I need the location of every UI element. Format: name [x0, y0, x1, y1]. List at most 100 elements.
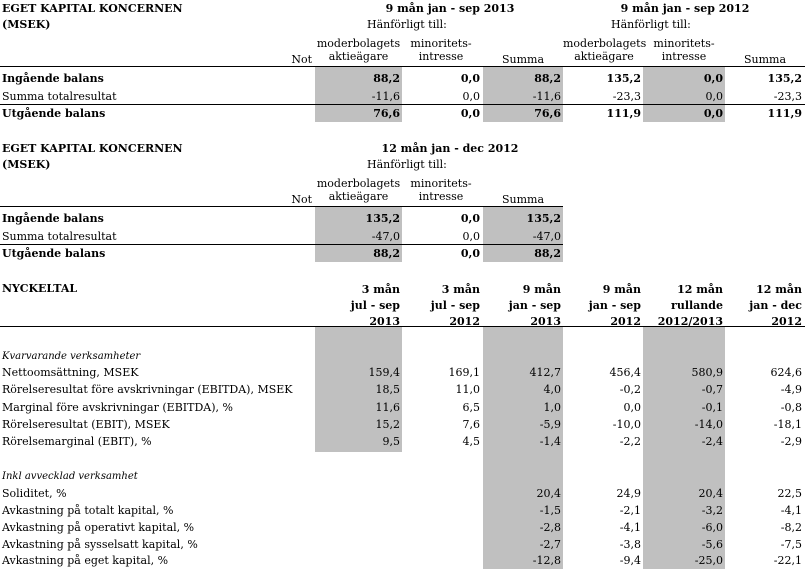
t1-cell: 135,2 [767, 72, 802, 85]
t3-row-label: Soliditet, % [2, 487, 67, 500]
t1-title: EGET KAPITAL KONCERNEN [2, 2, 183, 15]
t1-col-parent-2013: moderbolagets aktieägare [316, 37, 401, 63]
t3-cell: -2,8 [539, 521, 561, 534]
t1-cell: 0,0 [703, 107, 723, 120]
t1-period-2012: 9 mån jan - sep 2012 [620, 2, 750, 15]
t3-col-header: 3 mån jul - sep 2012 [430, 283, 480, 328]
t2-shade-sum [483, 207, 563, 262]
t1-col-not: Not [291, 53, 312, 66]
t3-row-label: Rörelsemarginal (EBIT), % [2, 435, 152, 448]
t3-cell: -6,0 [701, 521, 723, 534]
t3-col-header: 12 mån jan - dec 2012 [749, 283, 802, 328]
t1-cell: 88,2 [534, 72, 561, 85]
t3-cell: -9,4 [619, 554, 641, 567]
t3-cell: -5,6 [701, 538, 723, 551]
t2-cell: 135,2 [526, 212, 561, 225]
t3-cell: -12,8 [532, 554, 561, 567]
t1-row-label: Summa totalresultat [2, 90, 117, 103]
t2-cell: 88,2 [373, 247, 400, 260]
t1-row-label: Ingående balans [2, 72, 104, 85]
t3-cell: 20,4 [536, 487, 562, 500]
t3-cell: -0,8 [780, 401, 802, 414]
t1-col-sum-2013: Summa [501, 53, 545, 66]
t1-cell: 0,0 [705, 90, 724, 103]
t3-cell: -7,5 [780, 538, 802, 551]
t3-shade-col1 [315, 326, 402, 452]
t3-cell: -1,4 [539, 435, 561, 448]
t1-cell: 76,6 [373, 107, 400, 120]
t2-total-rule [0, 244, 563, 245]
t3-cell: 15,2 [375, 418, 401, 431]
t2-unit: (MSEK) [2, 158, 51, 171]
t3-row-label: Avkastning på operativt kapital, % [2, 521, 195, 534]
t3-cell: 169,1 [448, 366, 481, 379]
t2-col-minority: minoritets-intresse [410, 177, 472, 203]
t3-cell: -2,1 [619, 504, 641, 517]
t3-cell: -0,2 [619, 383, 641, 396]
t3-cell: 11,6 [375, 401, 401, 414]
t3-cell: -2,7 [539, 538, 561, 551]
t3-row-label: Marginal före avskrivningar (EBITDA), % [2, 401, 233, 414]
t3-row-label: Avkastning på sysselsatt kapital, % [2, 538, 198, 551]
t3-cell: -22,1 [773, 554, 802, 567]
t3-row-label: Avkastning på eget kapital, % [2, 554, 169, 567]
t1-cell: 135,2 [606, 72, 641, 85]
t3-cell: 22,5 [777, 487, 803, 500]
t1-cell: -23,3 [612, 90, 641, 103]
t3-cell: 4,5 [462, 435, 481, 448]
t1-cell: -11,6 [532, 90, 561, 103]
t3-cell: -18,1 [773, 418, 802, 431]
t1-header-rule [0, 66, 805, 67]
t3-cell: -2,4 [701, 435, 723, 448]
t3-cell: -14,0 [694, 418, 723, 431]
t1-cell: 111,9 [606, 107, 641, 120]
t3-col-header: 9 mån jan - sep 2012 [588, 283, 641, 328]
t1-shade-sum-2013 [483, 67, 563, 122]
t3-cell: 0,0 [623, 401, 642, 414]
t1-shade-minority-2012 [643, 67, 725, 122]
t1-cell: -23,3 [773, 90, 802, 103]
t1-col-parent-2012: moderbolagets aktieägare [563, 37, 647, 63]
t3-cell: 159,4 [368, 366, 401, 379]
t1-cell: -11,6 [371, 90, 400, 103]
t2-col-sum: Summa [501, 193, 545, 206]
t3-cell: -4,1 [619, 521, 641, 534]
t2-row-label: Utgående balans [2, 247, 106, 260]
t2-cell: 0,0 [460, 247, 480, 260]
t1-col-minority-2013: minoritets-intresse [410, 37, 472, 63]
t2-row-label: Summa totalresultat [2, 230, 117, 243]
t3-cell: 456,4 [609, 366, 642, 379]
t2-cell: 0,0 [462, 230, 481, 243]
t3-cell: -3,2 [701, 504, 723, 517]
t3-row-label: Avkastning på totalt kapital, % [2, 504, 174, 517]
t3-cell: 18,5 [375, 383, 401, 396]
t2-cell: 135,2 [365, 212, 400, 225]
t2-title: EGET KAPITAL KONCERNEN [2, 142, 183, 155]
t2-attrib: Hänförligt till: [367, 158, 447, 171]
t1-cell: 111,9 [767, 107, 802, 120]
t3-col-header: 12 mån rullande 2012/2013 [657, 283, 723, 328]
t3-col-header: 9 mån jan - sep 2013 [508, 283, 561, 328]
t3-section-continuing: Kvarvarande verksamheter [2, 351, 141, 362]
t2-row-label: Ingående balans [2, 212, 104, 225]
t1-period-2013: 9 mån jan - sep 2013 [385, 2, 515, 15]
t2-cell: 0,0 [460, 212, 480, 225]
t1-unit: (MSEK) [2, 18, 51, 31]
t3-shade-col3 [483, 326, 563, 569]
t3-cell: 580,9 [691, 366, 724, 379]
t3-cell: 7,6 [462, 418, 481, 431]
t1-total-rule [0, 104, 805, 105]
t3-cell: -5,9 [539, 418, 561, 431]
t2-header-rule [0, 206, 563, 207]
t3-cell: -25,0 [694, 554, 723, 567]
t3-cell: -4,9 [780, 383, 802, 396]
t3-section-incl-discontinued: Inkl avvecklad verksamhet [2, 471, 138, 482]
t2-cell: 88,2 [534, 247, 561, 260]
t3-row-label: Nettoomsättning, MSEK [2, 366, 139, 379]
t3-cell: 9,5 [382, 435, 401, 448]
t3-shade-col5 [643, 326, 725, 569]
t2-cell: -47,0 [371, 230, 400, 243]
t3-cell: 4,0 [543, 383, 562, 396]
t3-cell: -10,0 [612, 418, 641, 431]
t1-cell: 88,2 [373, 72, 400, 85]
